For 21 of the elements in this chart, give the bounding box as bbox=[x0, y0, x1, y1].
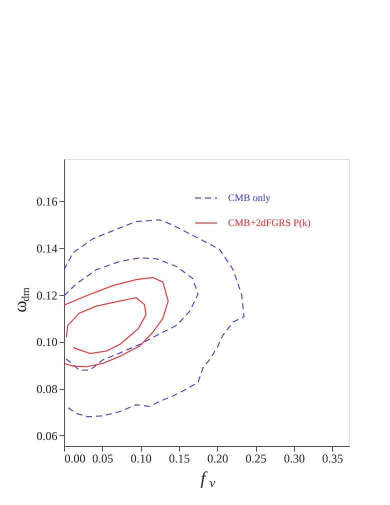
line-series bbox=[64, 277, 169, 368]
y-tick-label: 0.10 bbox=[36, 335, 58, 350]
y-axis-title: ωdm bbox=[10, 287, 32, 312]
x-tick-label: 0.30 bbox=[284, 452, 305, 466]
x-tick-label: 0.20 bbox=[207, 452, 228, 466]
y-tick-label: 0.14 bbox=[36, 242, 58, 256]
line-series bbox=[64, 257, 199, 371]
y-tick-label: 0.08 bbox=[36, 382, 58, 396]
y-tick-label: 0.16 bbox=[36, 194, 58, 209]
y-tick-label: 0.06 bbox=[36, 428, 58, 443]
legend-label: CMB only bbox=[228, 193, 271, 204]
y-tick-label: 0.12 bbox=[36, 288, 58, 302]
x-tick-label: 0.00 bbox=[64, 452, 86, 466]
line-series bbox=[66, 297, 146, 354]
x-tick-label: 0.10 bbox=[130, 452, 152, 466]
legend-label: CMB+2dFGRS P(k) bbox=[228, 218, 311, 229]
x-tick-label: 0.15 bbox=[168, 452, 190, 466]
x-tick-label: 0.25 bbox=[246, 452, 267, 466]
x-tick-label: 0.35 bbox=[322, 452, 344, 466]
x-tick-label: 0.05 bbox=[92, 452, 114, 466]
x-axis-title: fν bbox=[200, 468, 216, 490]
